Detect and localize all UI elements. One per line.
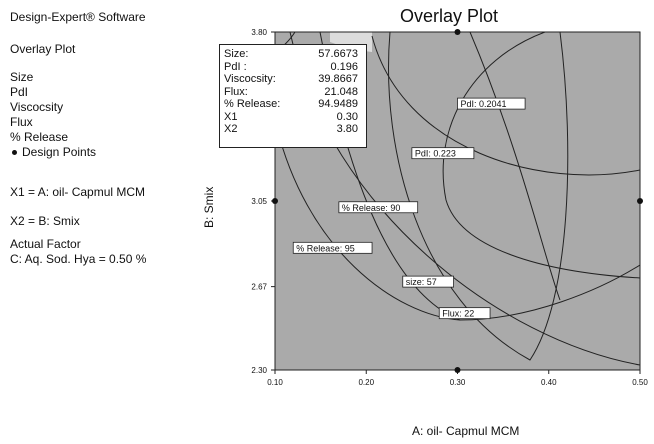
x-tick-label: 0.20 xyxy=(358,378,374,387)
design-point-marker-icon xyxy=(12,150,17,155)
flag-row-viscosity: Viscocsity: 39.8667 xyxy=(224,73,358,85)
contour-label-box xyxy=(292,241,373,254)
contour-label-text: % Release: 95 xyxy=(296,243,355,253)
responses-list: Size PdI Viscocsity Flux % Release Desig… xyxy=(10,70,96,160)
flag-row-x2: X2 3.80 xyxy=(224,123,358,135)
x-tick-label: 0.30 xyxy=(450,378,466,387)
release-95-contour xyxy=(275,119,461,321)
contour-label-text: Flux: 22 xyxy=(442,309,474,319)
viscosity-contour xyxy=(469,32,561,301)
contour-label-text: % Release: 90 xyxy=(342,203,401,213)
contour-label-text: PdI: 0.2041 xyxy=(461,99,507,109)
actual-factor-heading: Actual Factor xyxy=(10,237,81,251)
flag-row-pdi: PdI :0.196 xyxy=(224,60,358,73)
design-point xyxy=(454,29,461,35)
design-points xyxy=(272,29,643,373)
contour-label-box xyxy=(457,97,526,110)
response-release: % Release xyxy=(10,130,69,144)
response-size: Size xyxy=(10,70,34,84)
contour-label: Flux: 22 xyxy=(438,307,491,320)
flux-22-contour xyxy=(388,32,569,361)
actual-factor: C: Aq. Sod. Hya = 0.50 % xyxy=(10,252,147,266)
response-flux: Flux xyxy=(10,115,33,129)
contour-label-box xyxy=(402,275,454,288)
x-axis-label: A: oil- Capmul MCM xyxy=(412,424,520,438)
flag-row-release: % Release: 94.9489 xyxy=(224,98,358,110)
plot-name: Overlay Plot xyxy=(10,42,76,56)
y-tick-label: 3.80 xyxy=(251,28,267,37)
flag-box[interactable]: Size: 57.6673 PdI :0.196 Viscocsity: 39.86… xyxy=(219,44,367,148)
contour-label-text: size: 57 xyxy=(406,277,437,287)
y-tick-label: 3.05 xyxy=(251,197,267,206)
y-tick-label: 2.30 xyxy=(251,366,267,375)
design-point xyxy=(454,367,461,373)
contour-label: % Release: 95 xyxy=(292,241,373,254)
contour-label-box xyxy=(338,201,419,214)
flag-row-x1: X1 0.30 xyxy=(224,110,358,123)
contour-label-text: PdI: 0.223 xyxy=(415,149,456,159)
y-tick-label: 2.67 xyxy=(251,283,267,292)
x-tick-label: 0.10 xyxy=(267,378,283,387)
response-pdi: PdI xyxy=(10,85,29,99)
software-name: Design-Expert® Software xyxy=(10,10,146,24)
pdi-0.2041-contour xyxy=(442,32,640,279)
contour-label: size: 57 xyxy=(402,275,454,288)
response-viscosity: Viscocsity xyxy=(10,100,64,114)
contour-label: PdI: 0.2041 xyxy=(457,97,526,110)
design-points-legend: Design Points xyxy=(10,145,96,160)
design-point xyxy=(637,198,643,204)
flag-row-size: Size: 57.6673 xyxy=(224,48,358,60)
chart-title: Overlay Plot xyxy=(400,6,499,26)
design-point xyxy=(272,198,278,204)
pdi-0.223-contour xyxy=(371,35,640,176)
x1-label: X1 = A: oil- Capmul MCM xyxy=(10,185,146,199)
x2-label: X2 = B: Smix xyxy=(10,214,80,228)
axis-ticks: 0.10 0.20 0.30 0.40 0.50 2.30 2.67 3.05 3.80 xyxy=(251,28,648,387)
contour-label-box xyxy=(411,147,475,160)
x-tick-label: 0.50 xyxy=(632,378,648,387)
design-points-label: Design Points xyxy=(22,145,97,159)
contour-label: PdI: 0.223 xyxy=(411,147,475,160)
flag-row-flux: Flux: 21.048 xyxy=(224,85,358,98)
contour-labels: PdI: 0.2041 PdI: 0.223 % Release: 90 % Rele… xyxy=(292,97,526,320)
x-tick-label: 0.40 xyxy=(541,378,557,387)
contour-label: % Release: 90 xyxy=(338,201,419,214)
contour-label-box xyxy=(438,307,491,320)
